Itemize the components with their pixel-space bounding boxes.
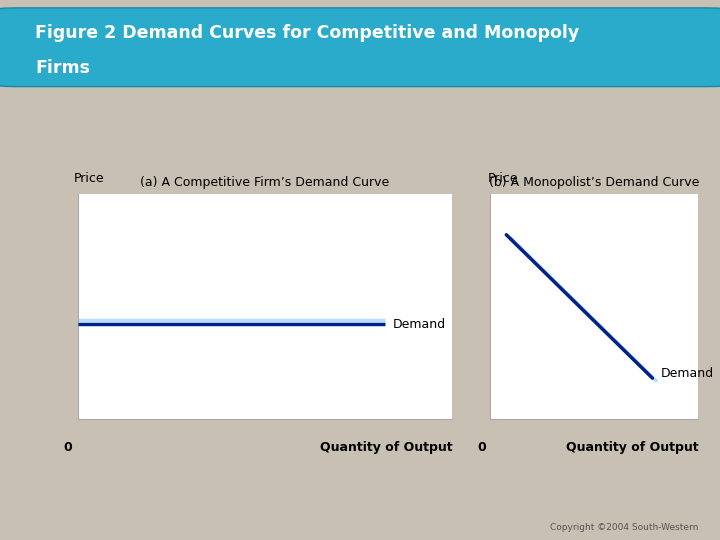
Text: Firms: Firms — [35, 59, 90, 77]
Text: Quantity of Output: Quantity of Output — [566, 441, 698, 454]
Text: Figure 2 Demand Curves for Competitive and Monopoly: Figure 2 Demand Curves for Competitive a… — [35, 24, 580, 42]
Title: (a) A Competitive Firm’s Demand Curve: (a) A Competitive Firm’s Demand Curve — [140, 176, 390, 189]
Text: Demand: Demand — [392, 318, 446, 331]
Text: Price: Price — [74, 172, 104, 185]
Text: Copyright ©2004 South-Western: Copyright ©2004 South-Western — [550, 523, 698, 532]
Text: Demand: Demand — [661, 367, 714, 380]
Text: Price: Price — [487, 172, 518, 185]
Text: Quantity of Output: Quantity of Output — [320, 441, 452, 454]
Text: 0: 0 — [63, 441, 72, 454]
Text: 0: 0 — [477, 441, 487, 454]
FancyBboxPatch shape — [0, 8, 720, 86]
Title: (b) A Monopolist’s Demand Curve: (b) A Monopolist’s Demand Curve — [489, 176, 699, 189]
